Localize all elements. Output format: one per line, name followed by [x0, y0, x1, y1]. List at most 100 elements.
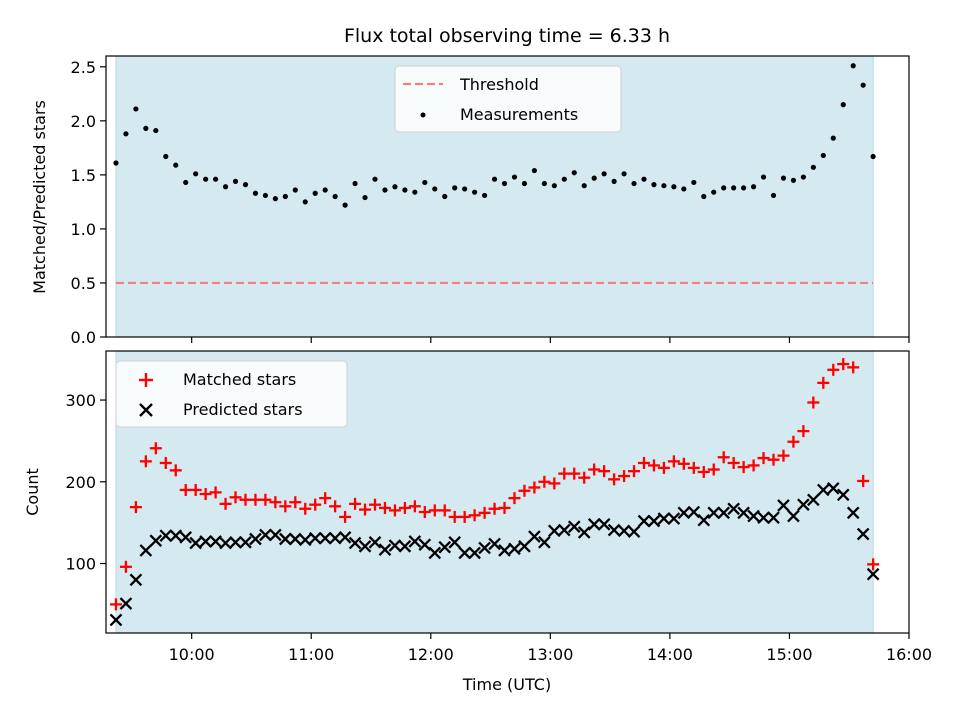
measurements-point	[621, 171, 627, 177]
matched-stars-point	[578, 471, 591, 484]
measurements-point	[701, 193, 707, 200]
matched-stars-point	[817, 376, 830, 389]
predicted-stars-point	[607, 523, 621, 537]
matched-stars-point	[797, 425, 810, 438]
matched-stars-point	[478, 506, 491, 519]
matched-stars-point	[727, 456, 740, 469]
matched-stars-point	[408, 500, 421, 513]
predicted-stars-point	[239, 535, 252, 549]
top-x-ticks	[191, 337, 910, 343]
measurements-point	[352, 180, 358, 187]
matched-legend-swatch	[139, 373, 153, 387]
measurements-point	[362, 194, 368, 201]
matched-stars-point	[329, 500, 342, 513]
matched-stars-point	[528, 481, 541, 494]
predicted-stars-point	[627, 525, 641, 538]
matched-stars-point	[687, 461, 700, 474]
measurements-point	[601, 171, 607, 177]
predicted-stars-point	[418, 538, 432, 552]
predicted-stars-point	[727, 502, 740, 516]
predicted-stars-point	[657, 512, 671, 525]
predicted-stars-point	[159, 529, 173, 543]
matched-stars-point	[289, 496, 302, 509]
predicted-stars-point	[229, 535, 242, 549]
predicted-stars-point	[548, 524, 561, 538]
predicted-stars-point	[139, 544, 153, 557]
matched-stars-point	[159, 456, 172, 469]
measurements-point	[193, 171, 199, 177]
predicted-stars-point	[398, 540, 412, 553]
bottom-axes-frame	[105, 350, 910, 634]
predicted-stars-point	[348, 536, 362, 550]
predicted-stars-point	[488, 537, 501, 551]
matched-stars-point	[279, 500, 292, 513]
predicted-stars-point	[189, 536, 202, 550]
predicted-legend-swatch	[139, 403, 153, 417]
matched-stars-point	[767, 453, 780, 466]
measurements-point	[741, 185, 747, 191]
matched-legend-label: Matched stars	[183, 370, 296, 389]
predicted-stars-point	[219, 536, 232, 550]
measurements-point	[651, 182, 657, 188]
matched-stars-point	[149, 442, 162, 455]
measurements-point	[282, 193, 288, 200]
predicted-stars-point	[408, 535, 422, 548]
predicted-stars-point	[458, 546, 471, 560]
measurements-point	[661, 183, 667, 189]
predicted-stars-point	[797, 498, 810, 511]
predicted-stars-point	[717, 506, 731, 520]
predicted-stars-point	[528, 530, 541, 543]
measurements-point	[462, 186, 468, 192]
predicted-stars-point	[149, 534, 163, 547]
predicted-stars-point	[747, 509, 760, 523]
measurements-point	[432, 186, 438, 192]
predicted-stars-point	[866, 567, 880, 581]
measurements-point	[392, 184, 398, 190]
matched-stars-point	[508, 492, 521, 505]
measurements-point	[770, 192, 777, 199]
measurements-point	[561, 176, 567, 182]
matched-stars-point	[169, 464, 182, 477]
measurement-markers	[113, 63, 876, 208]
measurements-point	[133, 106, 139, 112]
measurements-point	[292, 187, 298, 193]
matched-stars-point	[637, 456, 650, 469]
measurements-point	[123, 131, 129, 137]
matched-stars-point	[737, 461, 750, 474]
predicted-stars-point	[129, 573, 143, 587]
measurements-point	[521, 180, 528, 187]
matched-stars-point	[319, 492, 332, 505]
y-tick-label: 0.5	[71, 274, 96, 293]
measurements-point	[830, 135, 836, 141]
matched-stars-point	[667, 455, 680, 468]
count-panel: 100 200 300 10:00 11:00 12:00 13:00 14:00 15:00…	[23, 350, 932, 694]
measurements-point	[780, 175, 787, 181]
predicted-stars-point	[119, 597, 133, 610]
matched-stars-point	[189, 483, 202, 496]
measurements-point	[342, 202, 348, 208]
measurements-point	[581, 183, 587, 189]
predicted-stars-point	[179, 531, 193, 544]
matched-stars-point	[368, 498, 381, 511]
predicted-stars-point	[328, 531, 342, 545]
predicted-stars-point	[518, 540, 531, 553]
matched-stars-point	[628, 465, 641, 478]
y-tick-label: 200	[65, 473, 96, 492]
measurements-point	[332, 193, 338, 200]
top-y-axis-label: Matched/Predicted stars	[30, 100, 49, 294]
predicted-stars-point	[817, 483, 830, 497]
x-tick-label: 16:00	[886, 645, 932, 664]
matched-stars-point	[468, 509, 481, 522]
predicted-stars-point	[707, 506, 721, 520]
y-tick-label: 1.5	[71, 166, 96, 185]
measurements-point	[541, 180, 547, 187]
measurements-point	[412, 189, 418, 195]
predicted-stars-point	[538, 535, 551, 549]
threshold-legend-label: Threshold	[459, 75, 539, 94]
matched-stars-point	[229, 491, 242, 504]
matched-stars-point	[458, 510, 471, 523]
matched-stars-point	[697, 465, 710, 478]
predicted-stars-point	[338, 531, 352, 544]
matched-stars-point	[757, 452, 770, 465]
measurements-point	[731, 185, 737, 191]
